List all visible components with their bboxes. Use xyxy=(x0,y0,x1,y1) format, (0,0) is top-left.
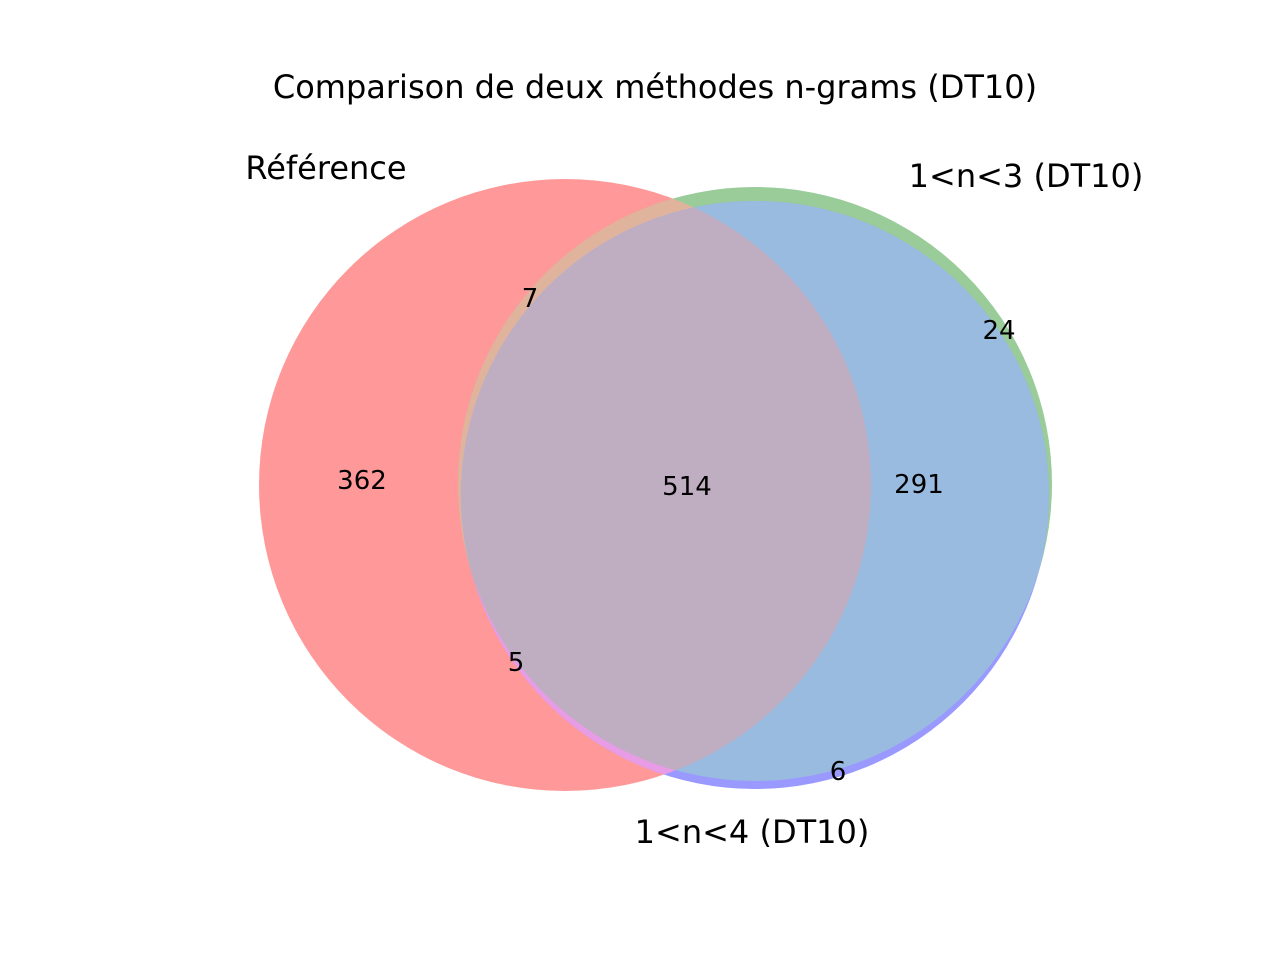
overlap-all-three xyxy=(461,201,871,781)
region-count-only-1-4: 6 xyxy=(830,757,847,787)
set-label-reference: Référence xyxy=(245,149,406,187)
set-label-1-3: 1<n<3 (DT10) xyxy=(909,157,1144,195)
chart-title: Comparison de deux méthodes n-grams (DT1… xyxy=(273,68,1037,106)
region-count-reference-and-1-4: 5 xyxy=(508,648,525,678)
region-count-reference-and-1-3: 7 xyxy=(522,284,539,314)
set-label-1-4: 1<n<4 (DT10) xyxy=(635,813,870,851)
region-count-all-three: 514 xyxy=(662,472,712,502)
region-count-only-reference: 362 xyxy=(337,466,387,496)
region-count-only-1-3: 24 xyxy=(982,316,1015,346)
region-count-1-3-and-1-4: 291 xyxy=(894,470,944,500)
